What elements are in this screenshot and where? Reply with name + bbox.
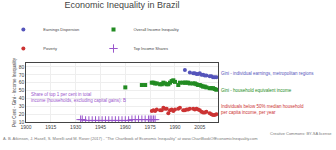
svg-text:Overall Income Inequality: Overall Income Inequality bbox=[134, 27, 179, 32]
svg-text:30: 30 bbox=[19, 103, 25, 109]
svg-text:60: 60 bbox=[19, 79, 25, 85]
svg-text:40: 40 bbox=[19, 95, 25, 101]
svg-text:1975: 1975 bbox=[145, 124, 156, 130]
svg-text:Gini - individual earnings, me: Gini - individual earnings, metropolitan… bbox=[221, 71, 314, 76]
svg-text:Per Cent - Gini - Income Inequ: Per Cent - Gini - Income Inequality bbox=[12, 57, 17, 127]
svg-text:A. B. Atkinson, J. Hasell, S.: A. B. Atkinson, J. Hasell, S. Morelli an… bbox=[3, 136, 258, 141]
svg-text:1960: 1960 bbox=[120, 124, 131, 130]
svg-text:1945: 1945 bbox=[95, 124, 106, 130]
svg-text:80: 80 bbox=[19, 64, 25, 70]
svg-text:Earnings Dispersion: Earnings Dispersion bbox=[43, 27, 79, 32]
svg-text:10: 10 bbox=[19, 119, 25, 125]
svg-text:1990: 1990 bbox=[169, 124, 180, 130]
svg-text:70: 70 bbox=[19, 72, 25, 78]
svg-text:Individuals below 50% median h: Individuals below 50% median householdpe… bbox=[221, 104, 304, 115]
svg-text:Gini - household equivalent in: Gini - household equivalent income bbox=[221, 88, 292, 93]
svg-text:20: 20 bbox=[19, 111, 25, 117]
svg-text:Creative Commons: BY-SA licens: Creative Commons: BY-SA license bbox=[270, 131, 332, 136]
svg-text:1930: 1930 bbox=[70, 124, 81, 130]
svg-text:2005: 2005 bbox=[194, 124, 205, 130]
svg-text:1900: 1900 bbox=[20, 124, 31, 130]
svg-text:50: 50 bbox=[19, 87, 25, 93]
svg-text:Top Income Shares: Top Income Shares bbox=[134, 46, 168, 51]
svg-text:Economic Inequality in Brazil: Economic Inequality in Brazil bbox=[64, 0, 179, 10]
svg-text:Poverty: Poverty bbox=[43, 46, 57, 51]
svg-text:1915: 1915 bbox=[45, 124, 56, 130]
svg-text:Share of top 1 per cent in tot: Share of top 1 per cent in totalincome (… bbox=[31, 92, 126, 103]
